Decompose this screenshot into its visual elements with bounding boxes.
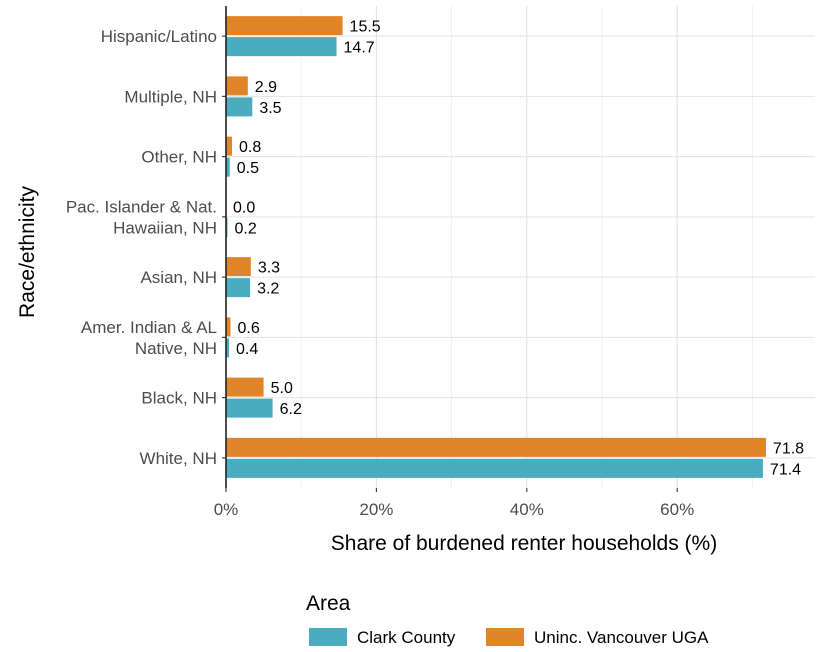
data-label: 3.2 — [257, 281, 279, 298]
y-tick-label: Hispanic/Latino — [101, 27, 217, 46]
bar — [226, 377, 264, 397]
bar — [226, 437, 766, 457]
data-label: 0.4 — [236, 341, 258, 358]
data-label: 0.6 — [238, 320, 260, 337]
x-tick-label: 60% — [660, 500, 694, 519]
y-axis-title: Race/ethnicity — [16, 186, 39, 318]
axes-layer: Hispanic/Latino Multiple, NH Other, NH Pac.… — [66, 6, 694, 519]
y-tick-label: Hawaiian, NH — [113, 218, 217, 237]
bar — [226, 16, 343, 36]
data-label: 5.0 — [271, 380, 293, 397]
bar — [226, 157, 230, 177]
y-tick-label: White, NH — [140, 449, 217, 468]
y-tick-label: Other, NH — [141, 148, 217, 167]
x-tick-label: 20% — [359, 500, 393, 519]
legend-key — [486, 628, 524, 646]
y-tick-label: Pac. Islander & Nat. — [66, 197, 217, 216]
legend-title: Area — [306, 592, 351, 615]
data-label: 3.5 — [259, 100, 281, 117]
bar — [226, 37, 337, 57]
data-label: 6.2 — [280, 401, 302, 418]
y-tick-label: Multiple, NH — [124, 87, 217, 106]
legend-label: Clark County — [357, 628, 456, 647]
bar — [226, 458, 763, 478]
legend-label: Uninc. Vancouver UGA — [534, 628, 709, 647]
data-label: 0.0 — [233, 199, 255, 216]
labels-layer: 15.5 14.7 2.9 3.5 0.8 0.5 0.0 0.2 3.3 3.2 0.6 0.4 5.… — [233, 19, 804, 479]
y-tick-label: Native, NH — [135, 339, 217, 358]
grid-layer — [226, 6, 815, 488]
bar — [226, 338, 230, 358]
y-tick-label: Amer. Indian & AL — [81, 318, 217, 337]
bar — [226, 278, 251, 298]
bar — [226, 76, 248, 96]
y-tick-label: Black, NH — [141, 389, 217, 408]
bar — [226, 136, 233, 156]
bar — [226, 257, 251, 277]
x-tick-label: 40% — [510, 500, 544, 519]
bar — [226, 97, 253, 117]
data-label: 0.2 — [235, 220, 257, 237]
y-tick-label: Asian, NH — [140, 268, 217, 287]
data-label: 3.3 — [258, 260, 280, 277]
x-tick-label: 0% — [214, 500, 239, 519]
bar — [226, 317, 231, 337]
data-label: 0.8 — [239, 139, 261, 156]
data-label: 71.8 — [773, 440, 804, 457]
data-label: 2.9 — [255, 79, 277, 96]
bar — [226, 398, 273, 418]
legend: Area Clark County Uninc. Vancouver UGA — [306, 592, 709, 647]
legend-key — [309, 628, 347, 646]
data-label: 15.5 — [350, 19, 381, 36]
data-label: 0.5 — [237, 160, 259, 177]
data-label: 14.7 — [344, 40, 375, 57]
bars-layer — [226, 16, 766, 478]
data-label: 71.4 — [770, 461, 801, 478]
x-axis-title: Share of burdened renter households (%) — [331, 532, 717, 555]
